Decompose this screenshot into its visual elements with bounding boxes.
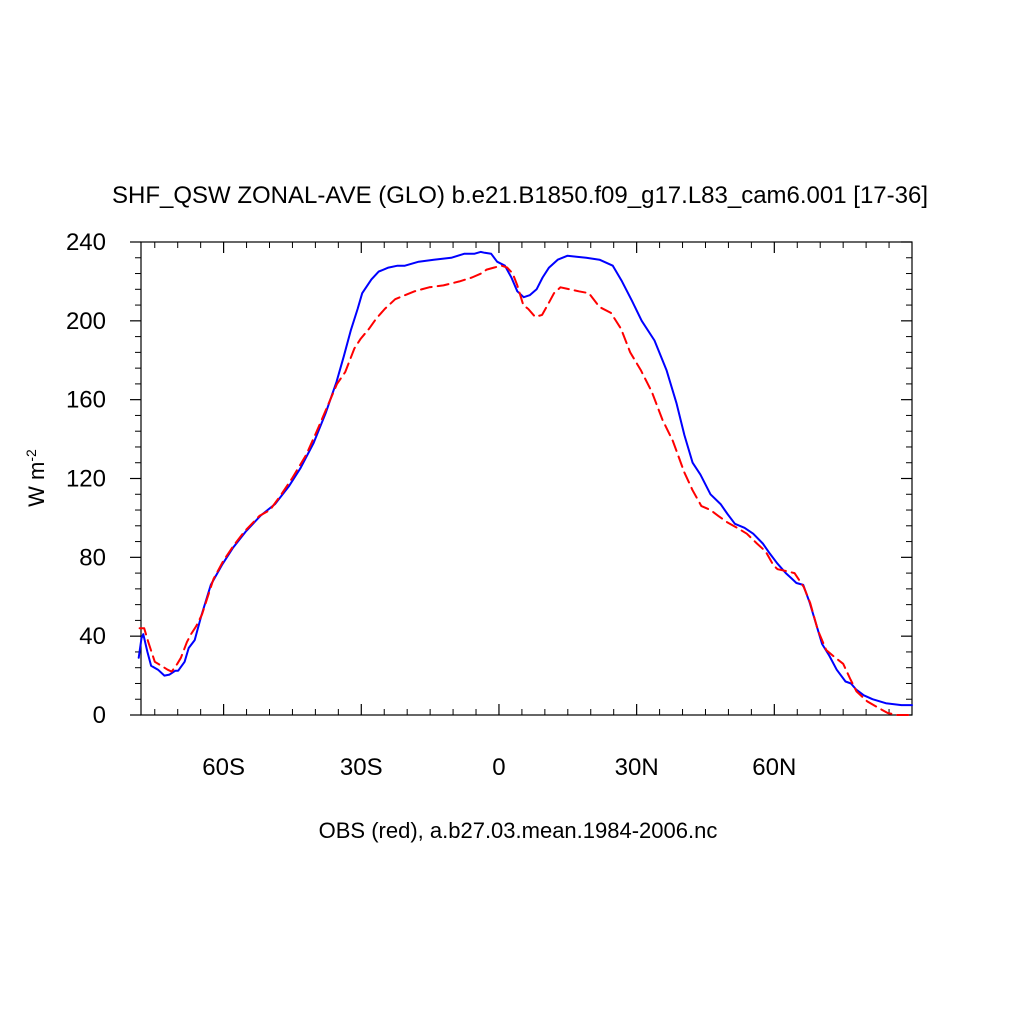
x-axis-ticks: 60S 30S 0 30N 60N <box>154 242 913 781</box>
series-line-obs <box>138 264 913 716</box>
y-tick-label: 160 <box>66 387 106 414</box>
x-tick-label: 30S <box>340 754 383 781</box>
chart-title: SHF_QSW ZONAL-AVE (GLO) b.e21.B1850.f09_… <box>112 182 928 209</box>
series-group <box>137 250 913 716</box>
y-tick-label: 0 <box>93 702 106 729</box>
y-axis-label-unit: W m <box>24 462 49 507</box>
x-tick-label: 60S <box>202 754 245 781</box>
x-axis-label: OBS (red), a.b27.03.mean.1984-2006.nc <box>319 818 718 843</box>
y-axis-ticks: 0 40 80 120 160 200 240 <box>66 229 912 729</box>
y-tick-label: 80 <box>79 544 106 571</box>
y-axis-label-exponent: -2 <box>23 449 39 462</box>
y-tick-label: 40 <box>79 623 106 650</box>
x-tick-label: 30N <box>615 754 659 781</box>
plot-frame <box>140 241 913 716</box>
y-tick-label: 200 <box>66 308 106 335</box>
y-tick-label: 240 <box>66 229 106 256</box>
y-tick-label: 120 <box>66 466 106 493</box>
x-tick-label: 0 <box>492 754 505 781</box>
series-line-model <box>137 250 913 707</box>
y-axis-label: W m-2 <box>23 449 49 507</box>
x-tick-label: 60N <box>752 754 796 781</box>
